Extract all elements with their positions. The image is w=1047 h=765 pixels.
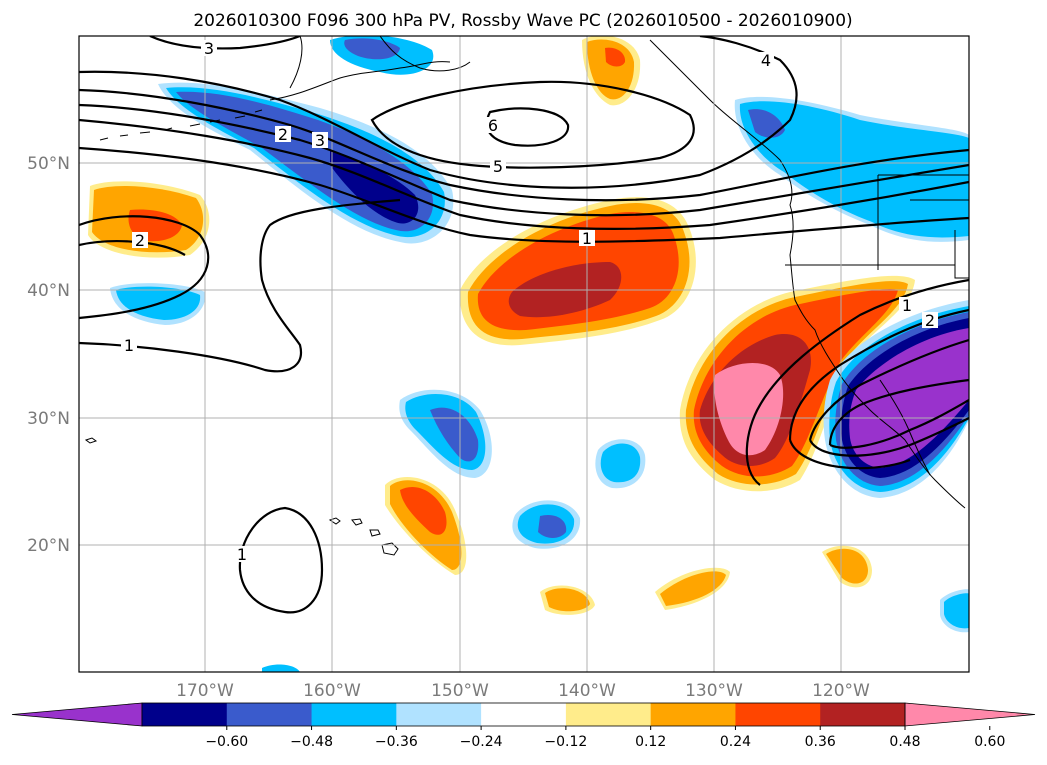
colorbar-tick-label: 0.36 (805, 734, 836, 750)
positive-blob-small-1 (540, 585, 595, 615)
contour-label: 2 (925, 311, 935, 330)
negative-blob-alaska (330, 36, 434, 75)
latitude-labels: 50°N 40°N 30°N 20°N (27, 154, 70, 556)
lon-label: 160°W (303, 681, 361, 701)
lat-label: 30°N (27, 409, 70, 429)
negative-blob-central (399, 389, 492, 478)
colorbar-tick-label: 0.48 (889, 734, 920, 750)
lon-label: 120°W (812, 681, 870, 701)
lon-label: 170°W (176, 681, 234, 701)
colorbar-extend-high (904, 702, 1036, 727)
colorbar-tick-label: −0.48 (290, 734, 333, 750)
colorbar-tick-label: −0.24 (460, 734, 503, 750)
longitude-labels: 170°W 160°W 150°W 140°W 130°W 120°W (176, 681, 870, 701)
colorbar-swatch (142, 703, 228, 726)
contour-label: 2 (135, 231, 145, 250)
negative-blob-pacific-nw (734, 96, 969, 242)
lat-label: 40°N (27, 281, 70, 301)
lon-label: 150°W (431, 681, 489, 701)
colorbar-frame (141, 702, 906, 727)
colorbar-tick-label: 0.60 (974, 734, 1005, 750)
lon-label: 140°W (558, 681, 616, 701)
contour-label: 4 (761, 51, 771, 70)
colorbar-tick-label: −0.36 (375, 734, 418, 750)
colorbar-swatch (735, 703, 821, 726)
colorbar-swatch (565, 703, 652, 726)
negative-blob-small-1 (595, 439, 646, 489)
contour-label: 3 (315, 131, 325, 150)
contour-label: 1 (237, 545, 247, 564)
negative-blob-bottom (262, 664, 300, 672)
negative-blob-southeast-edge (940, 589, 969, 633)
colorbar-swatch (226, 703, 313, 726)
map-frame (78, 35, 970, 673)
lat-label: 50°N (27, 154, 70, 174)
positive-blob-hawaii (385, 477, 467, 575)
contour-label: 6 (488, 116, 498, 135)
positive-blob-small-3 (822, 545, 872, 588)
positive-blob-small-2 (655, 567, 730, 610)
positive-blob-west (88, 181, 210, 258)
map-content: 3 2 3 4 6 5 1 2 1 1 1 2 (79, 36, 969, 672)
coastlines (84, 36, 969, 556)
colorbar: −0.60 −0.48 −0.36 −0.24 −0.12 0.12 0.24 0.36 0.4… (11, 702, 1036, 750)
colorbar-swatch (396, 703, 482, 726)
negative-blob-small-2 (512, 500, 581, 549)
contour-label: 1 (124, 336, 134, 355)
contour-label: 2 (278, 125, 288, 144)
colorbar-extend-low (11, 702, 143, 727)
colorbar-swatch (481, 703, 567, 726)
colorbar-swatch (820, 703, 906, 726)
contour-label: 1 (902, 296, 912, 315)
colorbar-tick-label: −0.12 (544, 734, 587, 750)
colorbar-tick-label: 0.24 (720, 734, 751, 750)
colorbar-tick-label: −0.60 (205, 734, 248, 750)
positive-blob-california (679, 275, 915, 492)
lon-label: 130°W (685, 681, 743, 701)
contour-labels: 3 2 3 4 6 5 1 2 1 1 1 2 (121, 39, 938, 564)
colorbar-swatch (650, 703, 736, 726)
contour-label: 5 (493, 157, 503, 176)
colorbar-swatch (311, 703, 397, 726)
figure-title: 2026010300 F096 300 hPa PV, Rossby Wave … (193, 11, 852, 31)
contour-label: 3 (204, 39, 214, 58)
colorbar-tick-label: 0.12 (635, 734, 666, 750)
contour-label: 1 (582, 229, 592, 248)
lat-label: 20°N (27, 536, 70, 556)
